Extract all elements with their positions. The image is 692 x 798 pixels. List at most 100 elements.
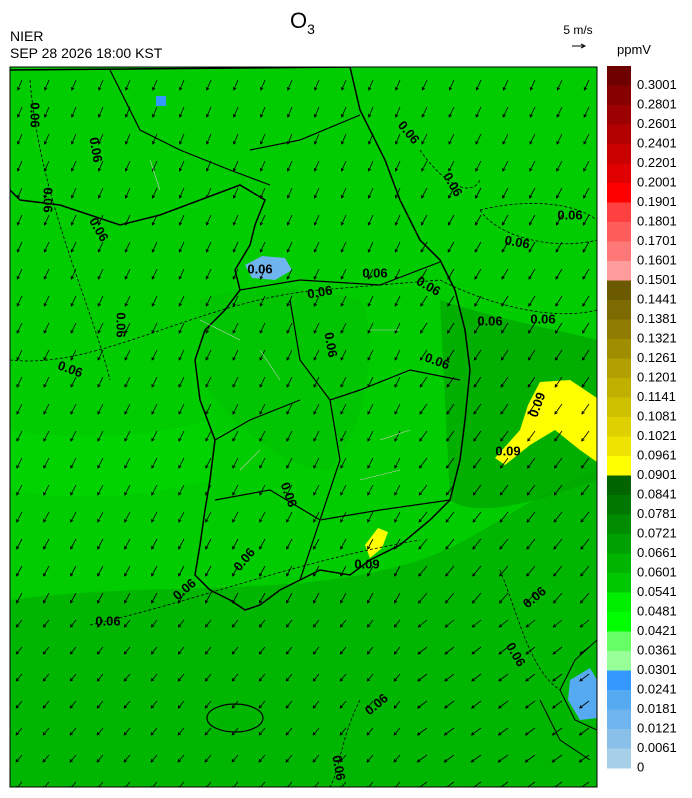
map-frame	[9, 66, 598, 788]
wind-arrow	[470, 727, 482, 736]
wind-arrow	[178, 160, 185, 172]
wind-arrow	[340, 457, 347, 469]
wind-arrow	[339, 673, 347, 682]
wind-arrow	[367, 538, 374, 550]
wind-arrow	[580, 538, 590, 550]
colorbar-swatch	[607, 651, 631, 671]
wind-arrow	[42, 619, 50, 628]
wind-arrow	[43, 511, 50, 523]
wind-arrow	[16, 241, 23, 253]
wind-arrow	[394, 295, 401, 307]
wind-arrow	[556, 187, 563, 199]
wind-arrow	[260, 79, 266, 91]
colorbar-swatch	[607, 534, 631, 554]
wind-arrow	[524, 727, 536, 736]
wind-arrow	[70, 187, 77, 199]
wind-arrow	[583, 106, 590, 118]
wind-arrow	[70, 160, 77, 172]
wind-arrow	[475, 133, 482, 145]
contour-label: 0.09	[495, 443, 520, 458]
wind-arrow	[70, 484, 77, 496]
wind-arrow	[205, 214, 212, 226]
wind-arrow	[97, 268, 104, 280]
wind-arrow	[151, 457, 158, 469]
wind-arrow	[474, 295, 482, 307]
colorbar-label: 0.0301	[637, 662, 677, 677]
wind-arrow	[475, 160, 482, 172]
wind-arrow	[421, 133, 428, 145]
wind-arrow	[16, 376, 23, 388]
wind-arrow	[502, 106, 509, 118]
wind-arrow	[124, 241, 131, 253]
wind-arrow	[340, 511, 347, 523]
wind-arrow	[583, 160, 590, 172]
wind-arrow	[205, 565, 212, 577]
wind-arrow	[393, 700, 401, 709]
colorbar-label: 0.1701	[637, 233, 677, 248]
wind-arrow	[124, 457, 131, 469]
wind-arrow	[313, 214, 320, 226]
wind-arrow	[150, 646, 158, 655]
wind-arrow	[96, 754, 104, 763]
colorbar-swatch	[607, 144, 631, 164]
high-ozone-east	[495, 380, 597, 465]
colorbar-swatch	[607, 612, 631, 632]
wind-arrow	[446, 457, 455, 469]
wind-arrow	[43, 133, 50, 145]
wind-arrow	[393, 673, 401, 682]
wind-arrow	[312, 727, 320, 736]
wind-arrow	[471, 646, 482, 655]
wind-arrow	[151, 349, 158, 361]
wind-arrow	[579, 619, 590, 628]
wind-arrow	[178, 511, 185, 523]
wind-arrow	[475, 187, 482, 199]
wind-arrow	[259, 214, 266, 226]
wind-arrow	[232, 241, 239, 253]
wind-arrow	[151, 376, 158, 388]
wind-arrow	[286, 214, 293, 226]
wind-arrow	[16, 403, 23, 415]
jeju-island	[206, 703, 264, 733]
wind-arrow	[367, 268, 374, 280]
wind-arrow	[124, 484, 131, 496]
wind-arrow	[124, 403, 131, 415]
wind-arrow	[43, 349, 50, 361]
wind-arrow	[395, 79, 401, 91]
wind-arrow	[367, 214, 374, 226]
wind-arrow	[151, 565, 158, 577]
wind-arrow	[582, 214, 590, 226]
colorbar-label: 0.0121	[637, 720, 677, 735]
wind-arrow	[152, 79, 158, 91]
wind-arrow	[178, 376, 185, 388]
wind-arrow	[340, 214, 347, 226]
low-ozone-north	[156, 96, 166, 106]
colorbar-label: 0.0241	[637, 681, 677, 696]
wind-arrow	[314, 106, 320, 118]
wind-arrow	[204, 673, 212, 682]
colorbar-swatch	[607, 495, 631, 515]
wind-arrow	[394, 565, 401, 577]
wind-arrow	[179, 79, 185, 91]
wind-arrow	[42, 700, 50, 709]
wind-arrow	[470, 700, 482, 709]
wind-arrow	[312, 673, 320, 682]
wind-arrow	[96, 646, 104, 655]
contour-lines	[10, 79, 597, 787]
wind-arrow	[417, 781, 428, 787]
wind-arrow	[287, 79, 293, 91]
wind-arrow	[421, 187, 428, 199]
wind-arrow	[178, 349, 185, 361]
wind-arrow	[447, 241, 455, 253]
title-main: O	[290, 8, 307, 33]
wind-arrow	[232, 538, 239, 550]
timestamp: SEP 28 2026 18:00 KST	[10, 45, 163, 61]
wind-arrow	[313, 241, 320, 253]
wind-arrow	[579, 781, 590, 787]
wind-arrow	[501, 322, 509, 334]
map: 0.06 0.06 0.06 0.06 0.06 0.06 0.06 0.06 0.06 0.06…	[10, 67, 597, 787]
wind-arrow	[583, 79, 590, 91]
wind-arrow	[15, 754, 23, 763]
wind-arrow	[528, 322, 536, 334]
wind-arrow	[444, 619, 455, 628]
